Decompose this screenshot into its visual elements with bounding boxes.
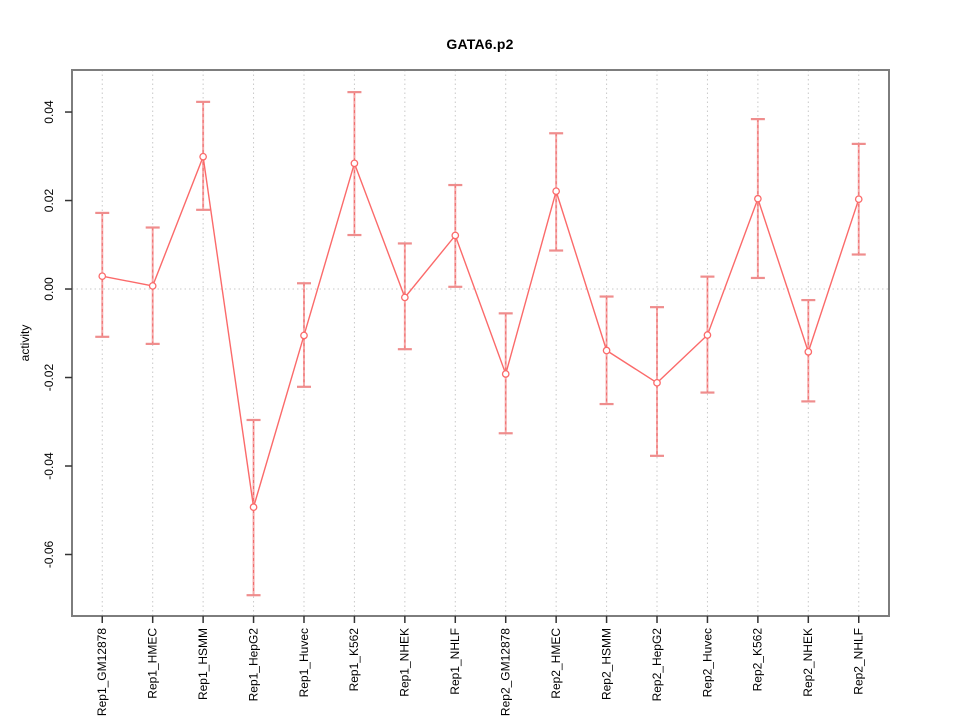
data-point <box>300 331 308 340</box>
x-tick-label: Rep2_HSMM <box>599 628 613 700</box>
x-tick-label: Rep1_NHEK <box>398 628 412 697</box>
x-tick-label: Rep2_HMEC <box>549 628 563 699</box>
data-point <box>401 293 409 302</box>
data-point <box>98 272 107 281</box>
y-tick-label: -0.06 <box>42 540 56 568</box>
x-tick-label: Rep1_GM12878 <box>95 628 109 716</box>
data-point <box>350 159 359 168</box>
x-tick-label: Rep2_NHLF <box>852 628 866 695</box>
x-tick-label: Rep2_Huvec <box>700 628 714 697</box>
data-point <box>148 282 157 290</box>
y-tick-label: 0.00 <box>42 277 56 301</box>
data-point <box>602 346 611 355</box>
x-tick-label: Rep2_GM12878 <box>499 628 513 716</box>
chart-title: GATA6.p2 <box>446 36 514 52</box>
data-point <box>249 503 258 512</box>
data-point <box>854 195 863 204</box>
x-tick-label: Rep1_K562 <box>347 628 361 692</box>
x-tick-label: Rep1_NHLF <box>448 628 462 695</box>
x-tick-label: Rep2_HepG2 <box>650 628 664 702</box>
data-point <box>653 378 661 387</box>
y-tick-label: -0.02 <box>42 364 56 392</box>
x-tick-label: Rep1_HSMM <box>196 628 210 700</box>
y-axis-label: activity <box>18 324 32 362</box>
x-tick-label: Rep2_NHEK <box>801 628 815 697</box>
y-tick-label: 0.04 <box>42 100 56 124</box>
x-tick-label: Rep1_HepG2 <box>246 628 260 702</box>
x-tick-label: Rep1_HMEC <box>146 628 160 699</box>
y-tick-label: -0.04 <box>42 452 56 480</box>
data-point <box>754 194 762 203</box>
data-point <box>451 231 460 240</box>
y-tick-label: 0.02 <box>42 189 56 213</box>
data-point <box>552 187 560 196</box>
data-point <box>804 347 813 356</box>
plot-border <box>71 69 890 617</box>
data-point <box>501 370 510 378</box>
data-point <box>199 152 207 161</box>
x-tick-label: Rep1_Huvec <box>297 628 311 697</box>
data-point <box>703 331 712 339</box>
x-tick-label: Rep2_K562 <box>751 628 765 692</box>
series-line <box>102 153 860 508</box>
